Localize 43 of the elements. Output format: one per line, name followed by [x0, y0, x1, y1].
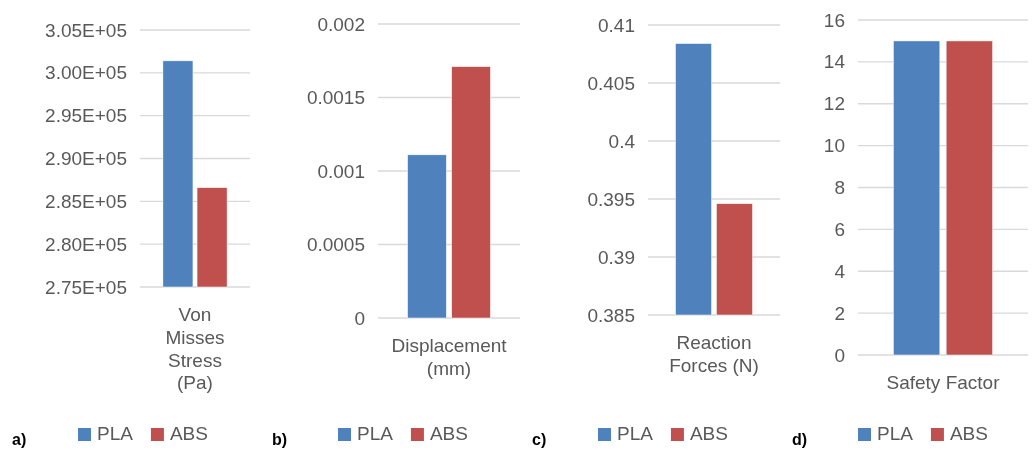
text: b)	[272, 431, 288, 448]
y-tick-label: 0.395	[587, 188, 635, 210]
y-tick-label: 0.41	[598, 14, 635, 36]
y-tick-label: 2.85E+05	[45, 190, 127, 212]
y-tick-label: 14	[823, 51, 846, 73]
y-tick-label: 0	[834, 344, 845, 366]
y-tick-label: 0.002	[317, 13, 365, 35]
y-tick-label: 2.80E+05	[45, 233, 127, 255]
text: c)	[532, 431, 547, 448]
y-tick-label: 6	[834, 218, 845, 240]
legend-label: PLA	[357, 423, 394, 444]
legend-label: ABS	[169, 423, 208, 444]
y-tick-label: 0.39	[598, 246, 635, 268]
text: a)	[12, 431, 27, 448]
y-tick-label: 4	[834, 260, 846, 282]
y-tick-label: 2.90E+05	[45, 148, 127, 170]
legend-label: ABS	[429, 423, 468, 444]
x-tick-label: Displacement (mm)	[391, 335, 508, 379]
x-tick-label: Reaction Forces (N)	[669, 332, 759, 376]
y-tick-label: 0.0005	[306, 234, 365, 256]
legend-label: PLA	[97, 423, 134, 444]
y-tick-label: 0	[354, 307, 365, 329]
y-tick-label: 2.75E+05	[45, 276, 127, 298]
legend-label: ABS	[949, 423, 988, 444]
text: d)	[792, 431, 808, 448]
y-tick-label: 2.95E+05	[45, 105, 127, 127]
y-tick-label: 3.05E+05	[45, 19, 127, 41]
y-tick-label: 3.00E+05	[45, 62, 127, 84]
y-tick-label: 16	[823, 9, 845, 31]
y-tick-label: 8	[834, 177, 845, 199]
y-tick-label: 10	[823, 135, 845, 157]
legend-label: PLA	[617, 423, 654, 444]
y-tick-label: 0.405	[587, 72, 635, 94]
y-tick-label: 0.001	[317, 160, 365, 182]
y-tick-label: 0.4	[608, 130, 636, 152]
y-tick-label: 12	[823, 93, 845, 115]
y-tick-label: 0.385	[587, 304, 635, 326]
x-tick-label: Safety Factor	[886, 372, 1001, 393]
legend-label: PLA	[877, 423, 914, 444]
y-tick-label: 0.0015	[306, 87, 365, 109]
x-tick-label: Von Misses Stress (Pa)	[165, 304, 225, 394]
legend-label: ABS	[689, 423, 728, 444]
y-tick-label: 2	[834, 302, 845, 324]
